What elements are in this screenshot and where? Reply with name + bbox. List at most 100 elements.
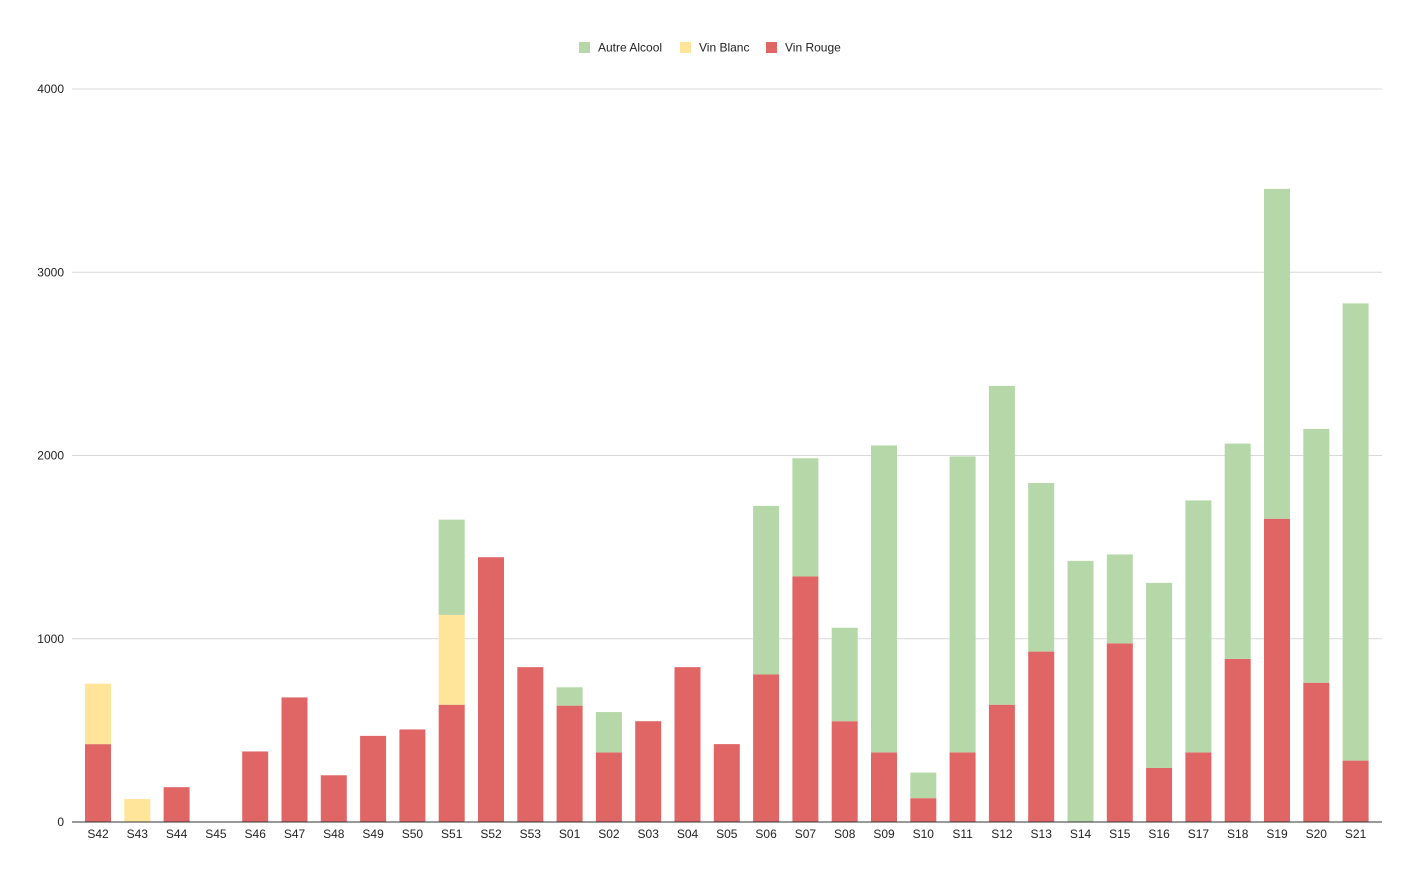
x-tick-label: S43 — [127, 827, 149, 841]
bar-autre-alcool-s21[interactable] — [1342, 303, 1369, 761]
legend-label: Vin Rouge — [785, 41, 841, 55]
y-tick-label: 2000 — [37, 449, 64, 463]
x-tick-label: S08 — [834, 827, 856, 841]
x-tick-label: S01 — [559, 827, 581, 841]
bar-vin-rouge-s20[interactable] — [1303, 682, 1330, 822]
x-tick-label: S48 — [323, 827, 345, 841]
x-tick-label: S49 — [362, 827, 384, 841]
x-tick-label: S09 — [873, 827, 895, 841]
bar-vin-blanc-s43[interactable] — [124, 799, 151, 822]
bar-autre-alcool-s10[interactable] — [910, 772, 937, 799]
bar-vin-rouge-s44[interactable] — [163, 787, 190, 822]
bar-vin-rouge-s53[interactable] — [517, 667, 544, 822]
bar-vin-rouge-s15[interactable] — [1106, 643, 1133, 822]
x-tick-label: S06 — [755, 827, 777, 841]
bar-autre-alcool-s51[interactable] — [438, 519, 465, 615]
bar-autre-alcool-s11[interactable] — [949, 456, 976, 753]
bar-vin-rouge-s01[interactable] — [556, 705, 583, 822]
bar-autre-alcool-s08[interactable] — [831, 627, 858, 722]
bar-vin-rouge-s52[interactable] — [478, 557, 504, 822]
x-axis-ticks: S42 S43 S44 S45 S46 S47 S48 S49 S50 S51 S52 S53 S01 S… — [87, 827, 1366, 841]
bar-vin-rouge-s05[interactable] — [713, 744, 740, 822]
bar-autre-alcool-s07[interactable] — [792, 458, 819, 577]
bar-vin-rouge-s08[interactable] — [831, 721, 858, 822]
x-tick-label: S20 — [1306, 827, 1328, 841]
bar-vin-blanc-s51[interactable] — [438, 614, 465, 705]
x-tick-label: S17 — [1188, 827, 1210, 841]
y-tick-label: 0 — [57, 815, 64, 829]
legend-item-vin-blanc[interactable]: Vin Blanc — [680, 41, 749, 55]
bar-autre-alcool-s09[interactable] — [871, 445, 897, 753]
x-tick-label: S12 — [991, 827, 1013, 841]
bar-autre-alcool-s17[interactable] — [1185, 500, 1212, 753]
bar-vin-rouge-s47[interactable] — [281, 697, 308, 822]
y-tick-label: 3000 — [37, 265, 64, 279]
legend-label: Autre Alcool — [598, 41, 662, 55]
x-tick-label: S10 — [913, 827, 935, 841]
x-tick-label: S47 — [284, 827, 306, 841]
bar-vin-rouge-s42[interactable] — [85, 744, 111, 822]
x-tick-label: S13 — [1031, 827, 1053, 841]
x-tick-label: S46 — [245, 827, 267, 841]
bar-vin-rouge-s17[interactable] — [1185, 752, 1212, 822]
bar-vin-rouge-s02[interactable] — [595, 752, 622, 822]
x-tick-label: S51 — [441, 827, 463, 841]
legend-item-autre-alcool[interactable]: Autre Alcool — [579, 41, 662, 55]
bar-vin-rouge-s48[interactable] — [320, 775, 347, 822]
x-tick-label: S52 — [480, 827, 502, 841]
bar-autre-alcool-s18[interactable] — [1224, 443, 1251, 659]
x-tick-label: S14 — [1070, 827, 1092, 841]
bar-vin-rouge-s50[interactable] — [399, 729, 426, 822]
bar-vin-rouge-s16[interactable] — [1146, 767, 1173, 822]
x-tick-label: S05 — [716, 827, 738, 841]
bar-vin-rouge-s12[interactable] — [988, 704, 1015, 822]
bar-vin-rouge-s46[interactable] — [242, 751, 269, 822]
bar-vin-rouge-s21[interactable] — [1342, 760, 1369, 822]
legend-item-vin-rouge[interactable]: Vin Rouge — [766, 41, 841, 55]
x-tick-label: S50 — [402, 827, 424, 841]
bar-vin-rouge-s07[interactable] — [792, 576, 819, 822]
x-tick-label: S45 — [205, 827, 227, 841]
bar-vin-rouge-s10[interactable] — [910, 798, 937, 822]
x-tick-label: S21 — [1345, 827, 1367, 841]
bar-autre-alcool-s16[interactable] — [1146, 582, 1173, 768]
x-tick-label: S44 — [166, 827, 188, 841]
bar-autre-alcool-s15[interactable] — [1106, 554, 1133, 644]
bar-vin-rouge-s49[interactable] — [360, 735, 387, 822]
x-tick-label: S04 — [677, 827, 699, 841]
bar-vin-rouge-s51[interactable] — [438, 704, 465, 822]
bar-vin-rouge-s11[interactable] — [949, 752, 976, 822]
x-tick-label: S53 — [520, 827, 542, 841]
bar-autre-alcool-s13[interactable] — [1028, 482, 1055, 652]
x-tick-label: S42 — [87, 827, 109, 841]
y-tick-label: 1000 — [37, 632, 64, 646]
bar-autre-alcool-s19[interactable] — [1264, 188, 1290, 519]
bar-autre-alcool-s06[interactable] — [753, 505, 780, 675]
legend-swatch — [579, 42, 590, 53]
bar-autre-alcool-s14[interactable] — [1067, 560, 1094, 822]
x-tick-label: S07 — [795, 827, 817, 841]
bar-vin-rouge-s09[interactable] — [871, 752, 897, 822]
bar-vin-rouge-s06[interactable] — [753, 674, 780, 822]
x-tick-label: S11 — [952, 827, 973, 841]
x-tick-label: S03 — [638, 827, 660, 841]
bar-autre-alcool-s01[interactable] — [556, 687, 583, 706]
bar-vin-rouge-s03[interactable] — [635, 721, 662, 822]
legend-swatch — [680, 42, 691, 53]
bar-vin-rouge-s18[interactable] — [1224, 658, 1251, 822]
bar-vin-blanc-s42[interactable] — [85, 683, 111, 745]
x-tick-label: S19 — [1266, 827, 1288, 841]
bar-autre-alcool-s20[interactable] — [1303, 428, 1330, 683]
legend: Autre Alcool Vin Blanc Vin Rouge — [579, 41, 841, 55]
x-tick-label: S16 — [1148, 827, 1170, 841]
bar-vin-rouge-s04[interactable] — [674, 667, 701, 822]
bar-vin-rouge-s13[interactable] — [1028, 651, 1055, 822]
bar-autre-alcool-s12[interactable] — [988, 385, 1015, 705]
x-tick-label: S15 — [1109, 827, 1131, 841]
x-tick-label: S02 — [598, 827, 620, 841]
legend-swatch — [766, 42, 777, 53]
y-axis-ticks: 0 1000 2000 3000 4000 — [37, 82, 64, 829]
bar-vin-rouge-s19[interactable] — [1264, 518, 1290, 822]
bar-autre-alcool-s02[interactable] — [595, 712, 622, 753]
